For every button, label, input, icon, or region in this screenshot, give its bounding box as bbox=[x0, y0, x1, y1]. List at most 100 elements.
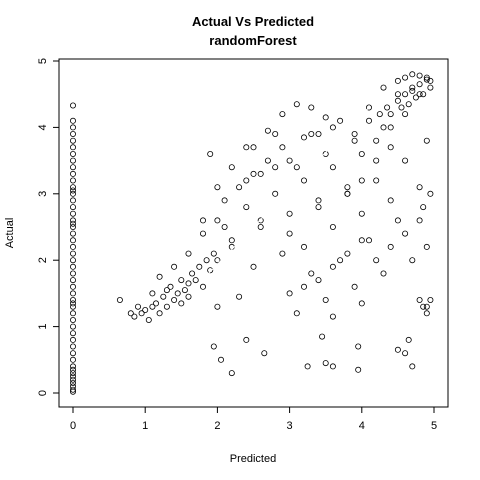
data-point bbox=[199, 230, 206, 237]
data-point bbox=[70, 303, 77, 310]
data-point bbox=[423, 76, 430, 83]
data-point bbox=[409, 71, 416, 78]
x-axis-label: Predicted bbox=[230, 453, 276, 465]
data-point bbox=[257, 217, 264, 224]
data-point bbox=[261, 350, 268, 357]
data-point bbox=[394, 217, 401, 224]
data-point bbox=[70, 130, 77, 137]
data-point bbox=[304, 363, 311, 370]
data-point bbox=[156, 310, 163, 317]
data-point bbox=[286, 157, 293, 164]
data-point bbox=[409, 84, 416, 91]
data-point bbox=[214, 217, 221, 224]
data-point bbox=[416, 91, 423, 98]
data-point bbox=[427, 296, 434, 303]
data-point bbox=[217, 356, 224, 363]
data-point bbox=[214, 184, 221, 191]
y-tick-label: 4 bbox=[37, 124, 49, 130]
data-point bbox=[207, 150, 214, 157]
data-point bbox=[416, 72, 423, 79]
data-point bbox=[185, 280, 192, 287]
data-point bbox=[344, 184, 351, 191]
data-point bbox=[199, 283, 206, 290]
data-point bbox=[416, 81, 423, 88]
data-point bbox=[380, 124, 387, 131]
data-point bbox=[163, 303, 170, 310]
data-point bbox=[264, 127, 271, 134]
data-point bbox=[394, 77, 401, 84]
data-point bbox=[355, 343, 362, 350]
data-point bbox=[171, 263, 178, 270]
data-point bbox=[138, 310, 145, 317]
data-point bbox=[373, 157, 380, 164]
data-point bbox=[337, 117, 344, 124]
data-point bbox=[402, 230, 409, 237]
data-point bbox=[394, 91, 401, 98]
data-point bbox=[420, 91, 427, 98]
data-point bbox=[70, 373, 77, 380]
data-point bbox=[420, 303, 427, 310]
data-point bbox=[174, 290, 181, 297]
data-point bbox=[319, 333, 326, 340]
y-tick-label: 5 bbox=[37, 58, 49, 64]
data-point bbox=[156, 273, 163, 280]
data-point bbox=[243, 336, 250, 343]
data-point bbox=[337, 257, 344, 264]
data-point bbox=[116, 296, 123, 303]
data-point bbox=[286, 230, 293, 237]
data-point bbox=[70, 263, 77, 270]
data-point bbox=[70, 170, 77, 177]
data-point bbox=[70, 366, 77, 373]
data-point bbox=[427, 77, 434, 84]
data-point bbox=[152, 300, 159, 307]
data-point bbox=[70, 257, 77, 264]
data-point bbox=[344, 250, 351, 257]
data-point bbox=[70, 204, 77, 211]
data-point bbox=[70, 290, 77, 297]
data-point bbox=[264, 157, 271, 164]
data-point bbox=[70, 117, 77, 124]
data-point bbox=[214, 303, 221, 310]
data-point bbox=[279, 144, 286, 151]
data-point bbox=[308, 270, 315, 277]
data-point bbox=[70, 237, 77, 244]
data-point bbox=[70, 124, 77, 131]
data-point bbox=[221, 223, 228, 230]
data-point bbox=[70, 296, 77, 303]
x-tick-label: 2 bbox=[214, 420, 220, 432]
data-point bbox=[250, 144, 257, 151]
data-point bbox=[409, 87, 416, 94]
data-point bbox=[315, 277, 322, 284]
data-point bbox=[329, 223, 336, 230]
data-point bbox=[70, 164, 77, 171]
data-point bbox=[70, 210, 77, 217]
x-tick-label: 4 bbox=[359, 420, 365, 432]
data-point bbox=[167, 283, 174, 290]
data-point bbox=[351, 137, 358, 144]
data-point bbox=[416, 184, 423, 191]
data-point bbox=[70, 336, 77, 343]
data-point bbox=[300, 243, 307, 250]
data-point bbox=[300, 134, 307, 141]
data-point bbox=[423, 243, 430, 250]
data-point bbox=[214, 257, 221, 264]
data-point bbox=[409, 363, 416, 370]
data-point bbox=[70, 316, 77, 323]
data-point bbox=[210, 250, 217, 257]
data-point bbox=[402, 74, 409, 81]
data-point bbox=[373, 257, 380, 264]
data-point bbox=[329, 313, 336, 320]
data-point bbox=[279, 250, 286, 257]
data-point bbox=[358, 210, 365, 217]
data-point bbox=[221, 197, 228, 204]
data-point bbox=[236, 184, 243, 191]
data-point bbox=[243, 177, 250, 184]
data-point bbox=[344, 190, 351, 197]
x-tick-label: 3 bbox=[287, 420, 293, 432]
data-point bbox=[243, 204, 250, 211]
x-tick-label: 5 bbox=[431, 420, 437, 432]
data-point bbox=[315, 130, 322, 137]
data-point bbox=[394, 97, 401, 104]
data-point bbox=[387, 243, 394, 250]
